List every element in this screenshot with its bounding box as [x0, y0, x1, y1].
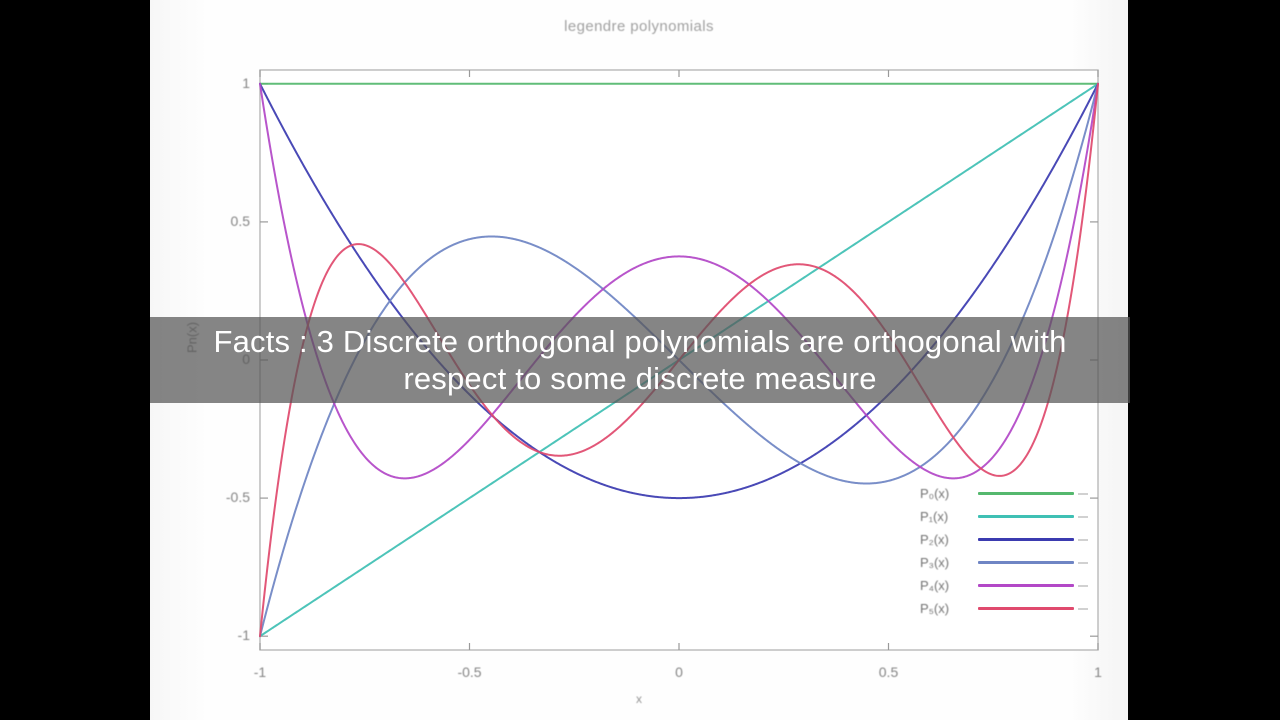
- x-tick-label: -0.5: [457, 664, 482, 680]
- legend-tick-mark: [1078, 584, 1088, 587]
- legend-label: P₅(x): [920, 601, 950, 616]
- legend-label: P₂(x): [920, 532, 949, 547]
- y-tick-label: 1: [242, 74, 250, 91]
- x-tick-label: 1: [1094, 664, 1102, 680]
- legend-tick-mark: [1078, 607, 1088, 610]
- legend-label: P₄(x): [920, 578, 950, 593]
- legend-entry: P₄(x): [920, 574, 1105, 597]
- x-axis-title: x: [636, 692, 642, 706]
- chart-legend: P₀(x) P₁(x) P₂(x) P₃(x) P₄(x) P₅(x): [920, 482, 1105, 620]
- legend-color-swatch: [978, 607, 1074, 610]
- legend-label: P₁(x): [920, 509, 949, 524]
- legend-color-swatch: [978, 492, 1074, 495]
- legend-color-swatch: [978, 584, 1074, 587]
- x-tick-label: 0: [675, 664, 683, 680]
- legend-tick-mark: [1078, 515, 1088, 518]
- legend-color-swatch: [978, 515, 1074, 518]
- x-tick-label: -1: [253, 664, 267, 680]
- y-tick-label: 0.5: [230, 212, 250, 229]
- y-tick-label: -1: [237, 627, 250, 644]
- chart-title: legendre polynomials: [564, 18, 714, 35]
- subtitle-line-2: respect to some discrete measure: [403, 361, 877, 396]
- legend-color-swatch: [978, 538, 1074, 541]
- legend-label: P₃(x): [920, 555, 950, 570]
- legend-label: P₀(x): [920, 486, 950, 501]
- legend-tick-mark: [1078, 492, 1088, 495]
- legend-entry: P₀(x): [920, 482, 1105, 505]
- subtitle-band: [150, 317, 1130, 403]
- legend-entry: P₁(x): [920, 505, 1105, 528]
- legend-color-swatch: [978, 561, 1074, 564]
- legend-entry: P₂(x): [920, 528, 1105, 551]
- x-tick-label: 0.5: [878, 664, 899, 680]
- legend-entry: P₅(x): [920, 597, 1105, 620]
- subtitle-text: Facts : 3 Discrete orthogonal polynomial…: [0, 312, 1280, 408]
- legend-entry: P₃(x): [920, 551, 1105, 574]
- subtitle-line-1: Facts : 3 Discrete orthogonal polynomial…: [213, 324, 1067, 359]
- legend-tick-mark: [1078, 538, 1088, 541]
- legend-tick-mark: [1078, 561, 1088, 564]
- y-tick-label: -0.5: [225, 489, 250, 506]
